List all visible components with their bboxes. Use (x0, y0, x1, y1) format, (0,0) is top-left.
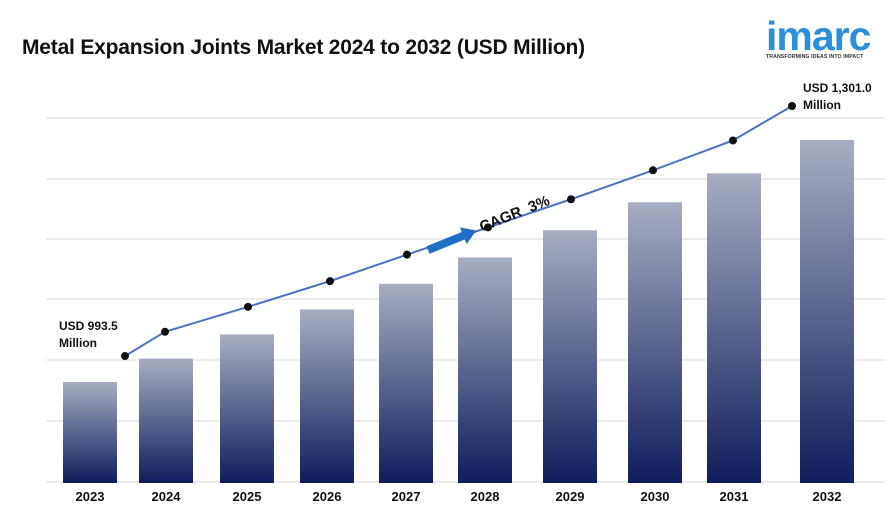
start-value-line2: Million (59, 336, 97, 350)
cagr-arrow (426, 227, 477, 254)
trend-marker-2029 (567, 195, 575, 204)
bar-2023 (63, 382, 117, 483)
end-value-line1: USD 1,301.0 (803, 81, 872, 95)
bar-2032 (800, 140, 854, 483)
bar-2025 (220, 334, 274, 483)
trend-marker-2025 (244, 302, 252, 311)
bars (63, 140, 854, 484)
bar-2027 (379, 283, 433, 483)
bar-2031 (707, 173, 761, 483)
trend-marker-2030 (649, 166, 657, 175)
bar-2026 (300, 309, 354, 483)
trend-marker-2028 (484, 223, 492, 232)
logo-tagline: TRANSFORMING IDEAS INTO IMPACT (766, 54, 864, 60)
bar-2028 (458, 257, 512, 483)
logo-wordmark: imarc (766, 13, 871, 59)
cagr-label: CAGR 3% (477, 192, 552, 236)
end-value-annotation: USD 1,301.0 Million (803, 80, 872, 114)
imarc-logo: imarc TRANSFORMING IDEAS INTO IMPACT (766, 12, 878, 64)
bar-2024 (139, 358, 193, 483)
x-axis-tick-labels: 2023 2024 2025 2026 2027 2028 2029 2030 2031 2032 (76, 489, 842, 504)
x-tick-label: 2025 (233, 489, 262, 504)
x-tick-label: 2030 (641, 489, 670, 504)
x-tick-label: 2023 (76, 489, 105, 504)
trend-marker-2023 (121, 352, 129, 360)
start-value-annotation: USD 993.5 Million (59, 318, 118, 352)
x-tick-label: 2026 (313, 489, 342, 504)
x-tick-label: 2028 (471, 489, 500, 504)
end-value-line2: Million (803, 98, 841, 112)
chart-title: Metal Expansion Joints Market 2024 to 20… (22, 36, 585, 59)
x-tick-label: 2029 (556, 489, 585, 504)
trend-marker-2031 (729, 136, 737, 145)
x-tick-label: 2027 (392, 489, 421, 504)
x-tick-label: 2024 (152, 489, 182, 504)
start-value-line1: USD 993.5 (59, 319, 118, 333)
trend-marker-2026 (326, 277, 334, 286)
bar-2030 (628, 202, 682, 484)
x-tick-label: 2032 (813, 489, 842, 504)
trend-marker-2024 (161, 327, 169, 336)
trend-marker-2027 (403, 250, 411, 259)
x-tick-label: 2031 (720, 489, 749, 504)
trend-marker-2032 (788, 102, 796, 110)
bar-2029 (543, 230, 597, 483)
